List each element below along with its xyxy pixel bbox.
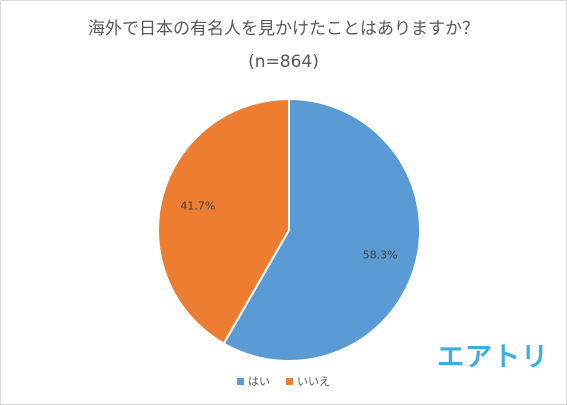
brand-logo: エアトリ [437,342,549,373]
legend-item-no: いいえ [286,373,330,389]
legend-label-no: いいえ [297,375,330,388]
pie-slice-yes [222,97,421,362]
data-label-yes: 58.3% [363,248,398,261]
legend-swatch-no [286,377,293,385]
legend-item-yes: はい [237,373,270,389]
legend-label-yes: はい [248,375,270,388]
pie-slice-no [157,97,290,345]
legend: はい いいえ [0,373,567,389]
chart-title: 海外で日本の有名人を見かけたことはありますか？ [88,19,479,39]
data-label-no: 41.7% [180,200,215,213]
legend-swatch-yes [237,377,244,385]
chart-subtitle: (n=864) [248,52,319,72]
